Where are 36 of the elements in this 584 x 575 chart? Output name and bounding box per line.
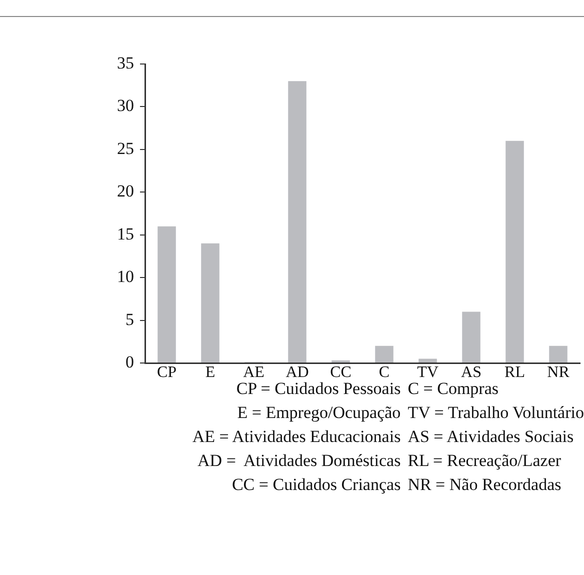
- y-tick-label: 30: [117, 96, 134, 116]
- x-tick-label: AS: [461, 364, 482, 381]
- text: TV = Trabalho Voluntário: [408, 402, 584, 424]
- text: CC = Cuidados Crianças: [230, 474, 401, 496]
- bar: [462, 312, 480, 362]
- x-tick-label: CP: [156, 364, 177, 381]
- x-tick-label: RL: [504, 364, 525, 381]
- x-tick-label: NR: [547, 364, 570, 381]
- text: AD = Atividades Domésticas: [196, 450, 401, 472]
- text: E = Emprego/Ocupação: [236, 402, 401, 424]
- y-tick-label: 25: [117, 138, 134, 158]
- y-tick-label: 5: [126, 310, 134, 329]
- x-tick-label: C: [378, 364, 390, 381]
- x-tick-label: E: [205, 364, 216, 381]
- text: AS = Atividades Sociais: [408, 426, 575, 448]
- bar: [549, 346, 568, 362]
- text: NR = Não Recordadas: [408, 474, 562, 496]
- bar: [201, 243, 220, 362]
- bar: [418, 358, 437, 362]
- y-tick-label: 0: [126, 352, 134, 372]
- text: CP = Cuidados Pessoais: [236, 379, 401, 398]
- bar: [375, 346, 394, 362]
- text: RL = Recreação/Lazer: [408, 450, 562, 472]
- text: C = Compras: [408, 379, 498, 398]
- bar: [288, 81, 306, 362]
- bar: [158, 226, 176, 362]
- x-tick-label: AD: [286, 364, 309, 381]
- text: AE = Atividades Educacionais: [191, 426, 401, 448]
- y-tick-label: 15: [117, 224, 134, 244]
- bar: [506, 140, 524, 362]
- x-tick-label: CC: [330, 364, 352, 381]
- y-tick-label: 35: [117, 53, 134, 72]
- x-tick-label: AE: [243, 364, 264, 381]
- y-tick-label: 20: [117, 182, 134, 201]
- x-tick-label: TV: [417, 364, 439, 381]
- y-tick-label: 10: [117, 267, 134, 286]
